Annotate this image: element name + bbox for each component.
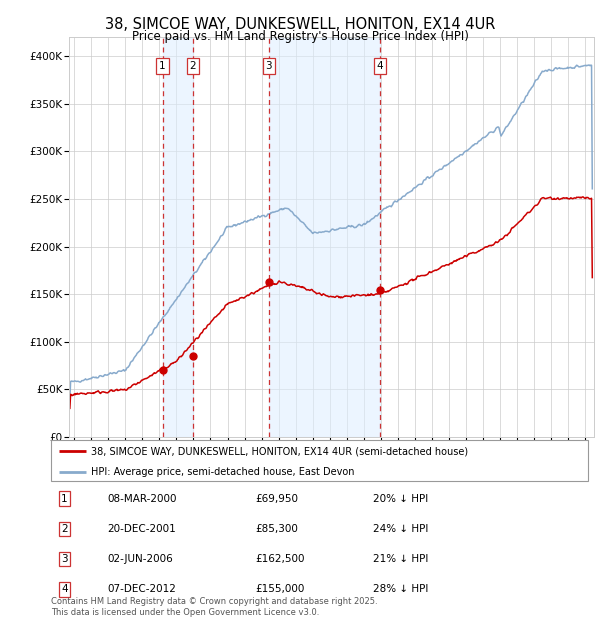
Text: 2: 2 bbox=[61, 524, 68, 534]
Text: 20-DEC-2001: 20-DEC-2001 bbox=[107, 524, 176, 534]
Text: Price paid vs. HM Land Registry's House Price Index (HPI): Price paid vs. HM Land Registry's House … bbox=[131, 30, 469, 43]
Text: 4: 4 bbox=[376, 61, 383, 71]
Text: 38, SIMCOE WAY, DUNKESWELL, HONITON, EX14 4UR (semi-detached house): 38, SIMCOE WAY, DUNKESWELL, HONITON, EX1… bbox=[91, 446, 469, 456]
Text: £155,000: £155,000 bbox=[255, 585, 304, 595]
Text: 20% ↓ HPI: 20% ↓ HPI bbox=[373, 494, 428, 503]
Text: 07-DEC-2012: 07-DEC-2012 bbox=[107, 585, 176, 595]
Text: 2: 2 bbox=[190, 61, 196, 71]
Text: 02-JUN-2006: 02-JUN-2006 bbox=[107, 554, 173, 564]
Text: HPI: Average price, semi-detached house, East Devon: HPI: Average price, semi-detached house,… bbox=[91, 467, 355, 477]
Text: 3: 3 bbox=[265, 61, 272, 71]
Text: £69,950: £69,950 bbox=[255, 494, 298, 503]
Text: 1: 1 bbox=[159, 61, 166, 71]
Bar bbox=[163, 37, 193, 437]
Text: £162,500: £162,500 bbox=[255, 554, 305, 564]
Text: Contains HM Land Registry data © Crown copyright and database right 2025.
This d: Contains HM Land Registry data © Crown c… bbox=[51, 598, 377, 617]
Text: 38, SIMCOE WAY, DUNKESWELL, HONITON, EX14 4UR: 38, SIMCOE WAY, DUNKESWELL, HONITON, EX1… bbox=[105, 17, 495, 32]
Text: £85,300: £85,300 bbox=[255, 524, 298, 534]
Text: 21% ↓ HPI: 21% ↓ HPI bbox=[373, 554, 428, 564]
Text: 1: 1 bbox=[61, 494, 68, 503]
Text: 24% ↓ HPI: 24% ↓ HPI bbox=[373, 524, 428, 534]
Text: 28% ↓ HPI: 28% ↓ HPI bbox=[373, 585, 428, 595]
Text: 08-MAR-2000: 08-MAR-2000 bbox=[107, 494, 177, 503]
Text: 4: 4 bbox=[61, 585, 68, 595]
Text: 3: 3 bbox=[61, 554, 68, 564]
Bar bbox=[269, 37, 380, 437]
